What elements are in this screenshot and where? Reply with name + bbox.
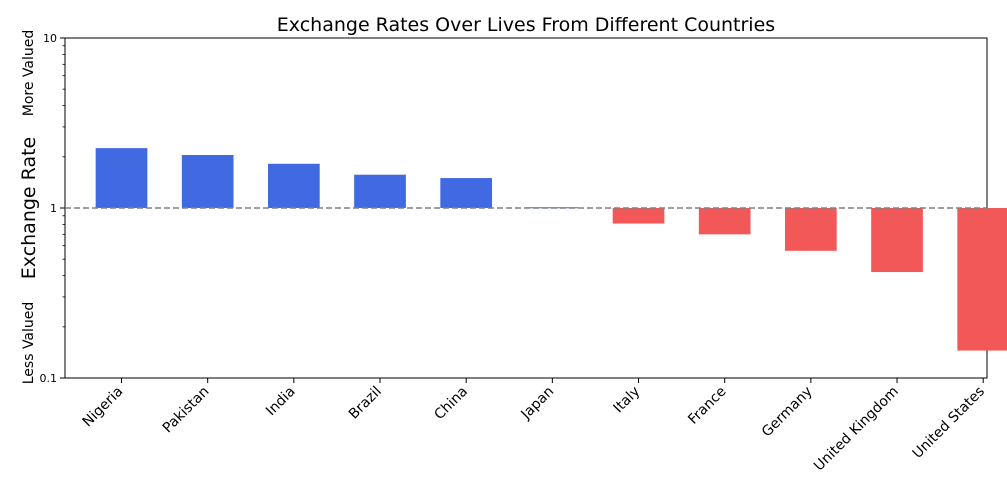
bar-italy xyxy=(612,208,665,224)
x-tick-label-united-kingdom: United Kingdom xyxy=(811,384,902,475)
x-tick-label-nigeria: Nigeria xyxy=(80,384,127,431)
y-axis-label-top: More Valued xyxy=(21,30,37,117)
bar-india xyxy=(267,163,320,208)
chart-title: Exchange Rates Over Lives From Different… xyxy=(277,14,775,36)
y-axis-label-bottom: Less Valued xyxy=(21,302,37,385)
bar-pakistan xyxy=(181,155,234,208)
x-tick-label-italy: Italy xyxy=(611,384,644,417)
y-tick-label-0: 0.1 xyxy=(40,372,58,385)
x-tick-label-france: France xyxy=(685,384,729,428)
x-tick-label-japan: Japan xyxy=(518,384,558,424)
y-tick-label-2: 10 xyxy=(43,32,57,45)
x-tick-label-germany: Germany xyxy=(759,384,816,441)
x-tick-label-united-states: United States xyxy=(910,384,988,462)
y-axis-label: Exchange Rate xyxy=(18,137,40,279)
bar-united-kingdom xyxy=(871,208,923,273)
x-tick-label-brazil: Brazil xyxy=(346,384,385,423)
bar-china xyxy=(440,178,493,208)
bar-france xyxy=(698,208,751,235)
x-tick-label-india: India xyxy=(263,384,299,420)
bar-nigeria xyxy=(95,148,148,208)
x-tick-label-china: China xyxy=(431,384,471,424)
bar-united-states xyxy=(957,208,1007,351)
y-tick-label-1: 1 xyxy=(50,202,57,215)
x-tick-label-pakistan: Pakistan xyxy=(160,384,213,437)
bar-brazil xyxy=(354,174,406,208)
bar-germany xyxy=(785,208,837,251)
